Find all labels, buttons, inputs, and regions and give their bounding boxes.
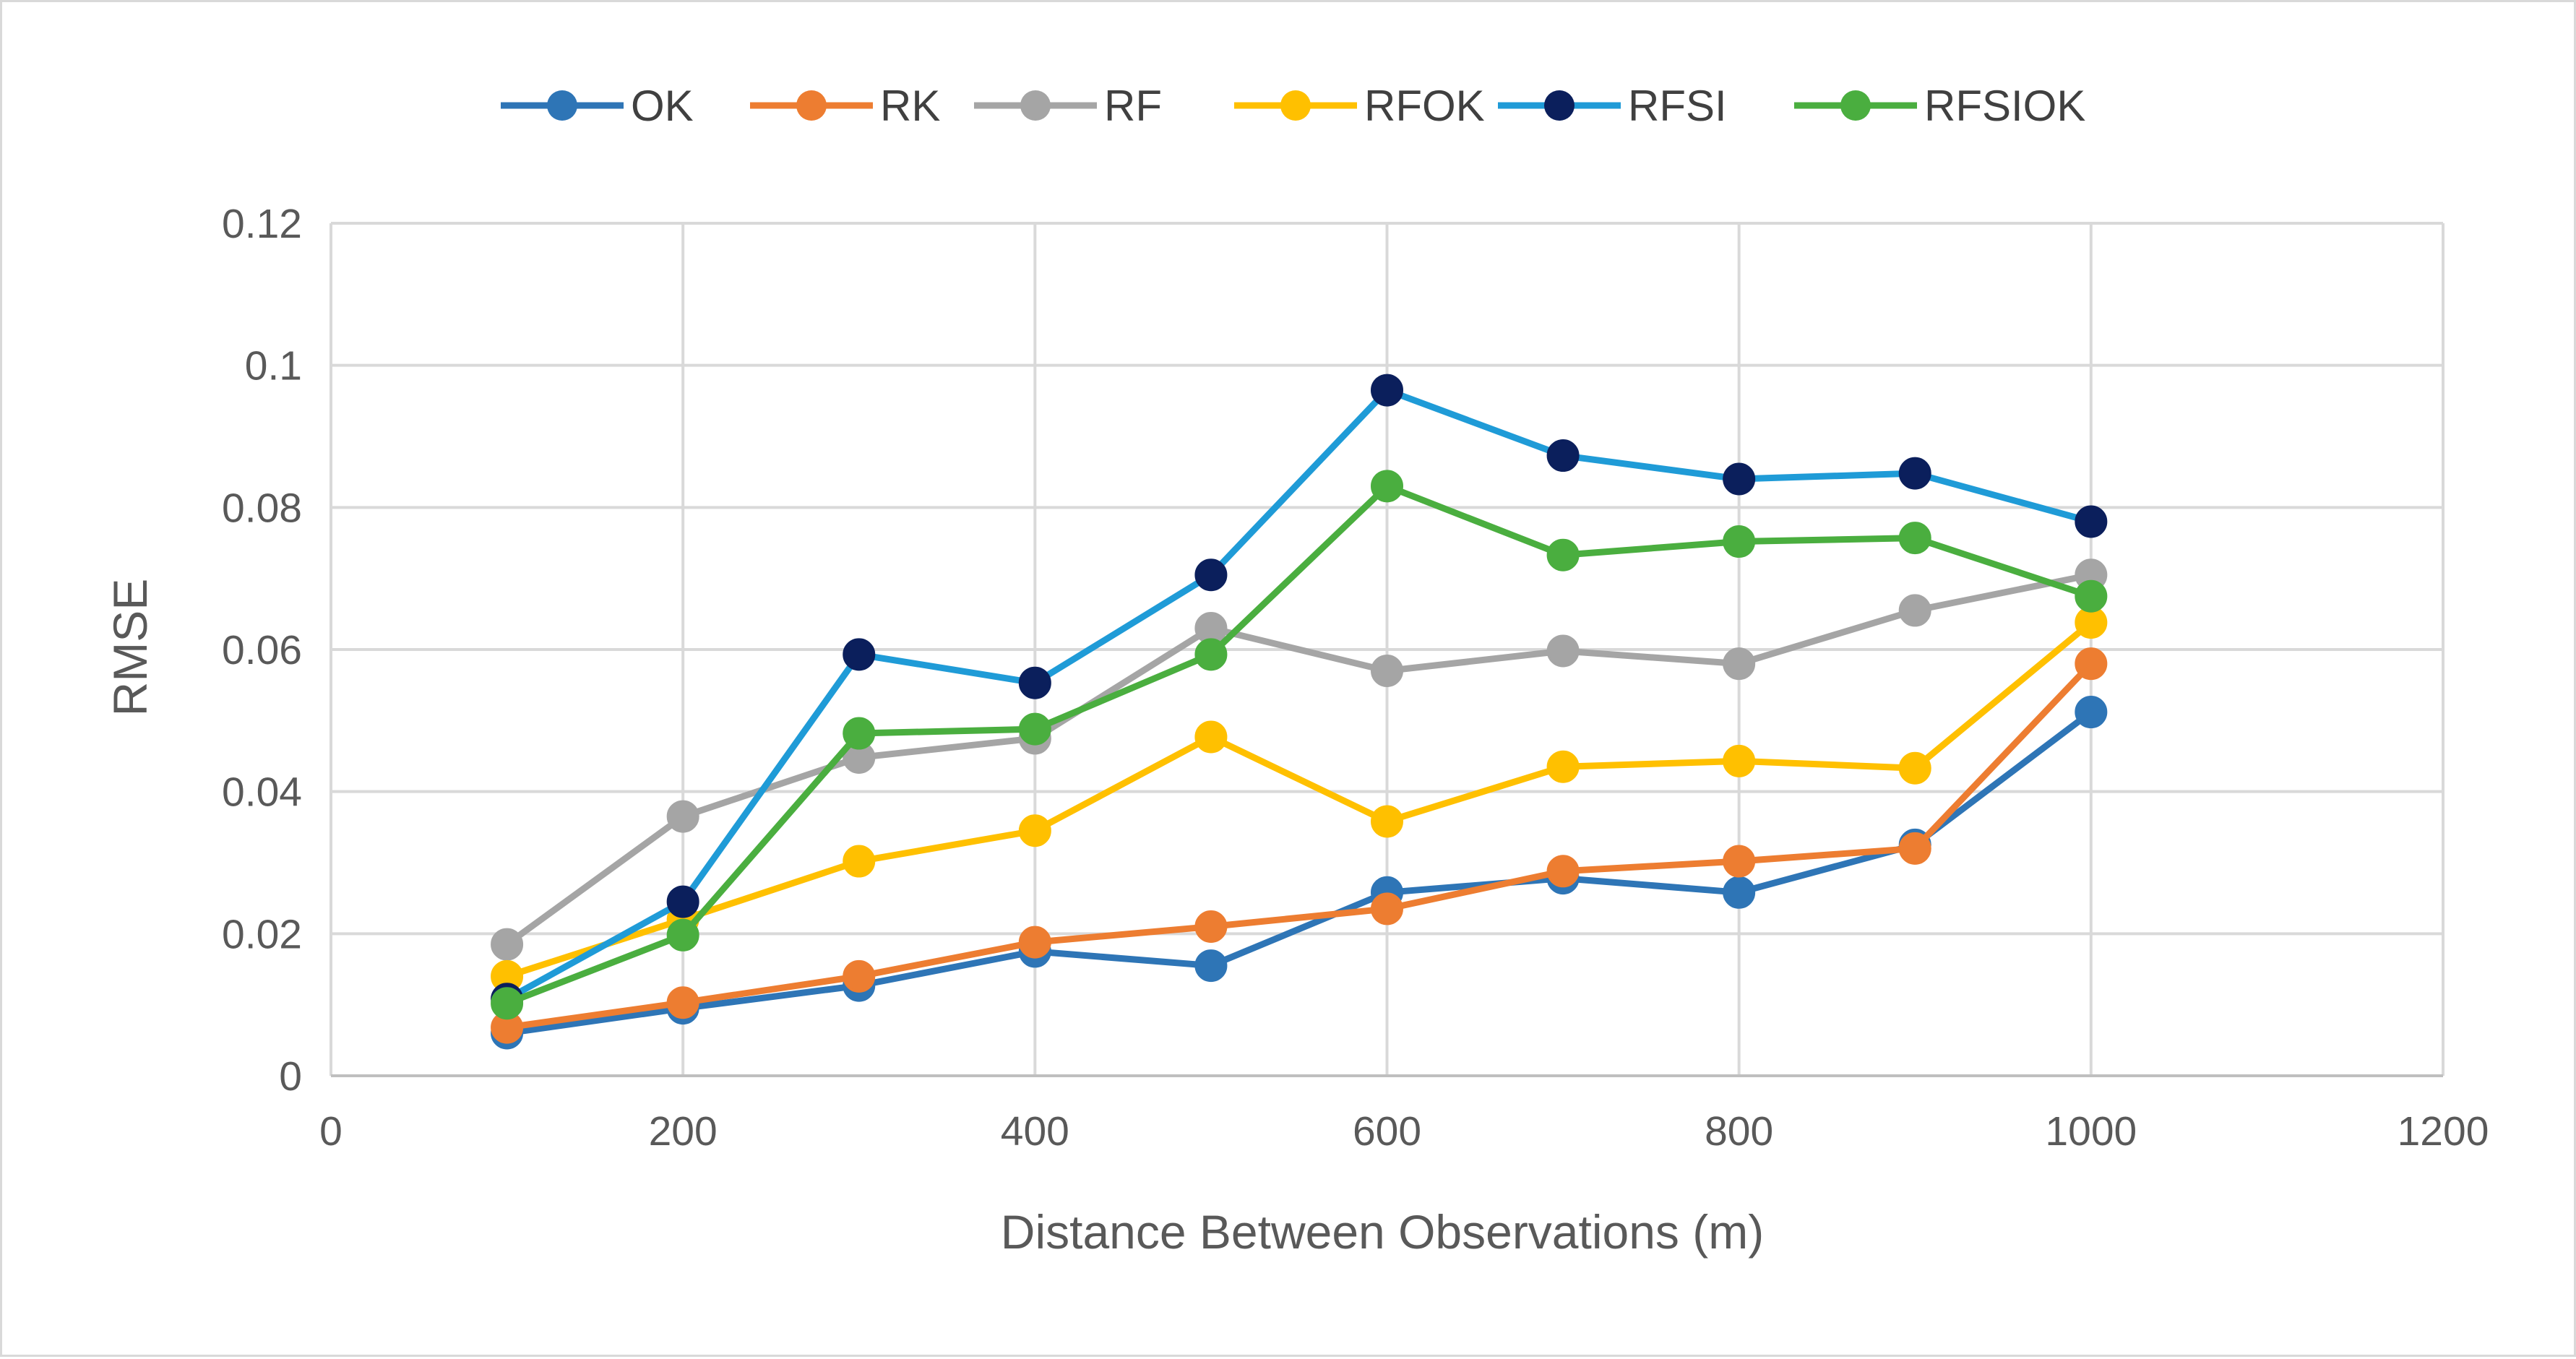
data-point-rfsiok bbox=[666, 918, 699, 952]
y-tick-label: 0 bbox=[279, 1053, 302, 1100]
series-line-rk bbox=[504, 660, 2095, 1031]
data-point-rfsi bbox=[1546, 439, 1580, 473]
data-point-rf bbox=[1723, 647, 1756, 681]
legend-marker bbox=[796, 90, 827, 121]
legend-marker bbox=[1544, 90, 1575, 121]
data-point-rfsi bbox=[2075, 505, 2108, 538]
data-point-rf bbox=[666, 800, 699, 833]
data-point-rfsiok bbox=[1018, 712, 1051, 746]
data-point-rfsiok bbox=[1723, 525, 1756, 558]
series-rfsiok bbox=[491, 470, 2108, 1020]
legend-label: RF bbox=[1104, 82, 1162, 130]
data-point-rfsiok bbox=[1898, 522, 1931, 555]
data-point-rfok bbox=[1194, 720, 1228, 754]
data-point-rf bbox=[1371, 655, 1403, 687]
x-tick-labels: 0 200 400 600 800 1000 1200 bbox=[319, 1108, 2489, 1155]
data-point-rk bbox=[1194, 910, 1228, 943]
legend-label: RFSI bbox=[1628, 82, 1727, 130]
data-point-rk bbox=[2075, 647, 2108, 681]
x-tick-label: 1000 bbox=[2045, 1108, 2137, 1155]
data-point-rfsiok bbox=[1371, 470, 1403, 503]
y-tick-label: 0.12 bbox=[222, 201, 302, 247]
y-tick-label: 0.08 bbox=[222, 485, 302, 531]
y-tick-label: 0.02 bbox=[222, 911, 302, 957]
x-tick-label: 1200 bbox=[2398, 1108, 2489, 1155]
y-tick-labels: 0 0.02 0.04 0.06 0.08 0.1 0.12 bbox=[222, 201, 302, 1100]
legend-label: RFOK bbox=[1364, 82, 1485, 130]
data-point-rfsi bbox=[1018, 666, 1051, 699]
series-lines bbox=[491, 374, 2108, 1050]
x-axis-title: Distance Between Observations (m) bbox=[1001, 1205, 1764, 1259]
y-tick-label: 0.06 bbox=[222, 627, 302, 673]
data-point-rfok bbox=[1723, 744, 1756, 777]
data-point-rk bbox=[1546, 855, 1580, 888]
data-point-rk bbox=[666, 986, 699, 1019]
data-point-rf bbox=[1546, 634, 1580, 668]
data-point-rfok bbox=[1018, 814, 1051, 847]
x-tick-label: 400 bbox=[1001, 1108, 1069, 1155]
series-rk bbox=[491, 647, 2108, 1044]
legend-marker bbox=[547, 90, 577, 121]
data-point-rf bbox=[1898, 594, 1931, 627]
legend-item-rfsi: RFSI bbox=[1498, 82, 1727, 130]
gridlines bbox=[329, 222, 2444, 1076]
data-point-rfsiok bbox=[843, 717, 876, 750]
data-point-rfok bbox=[843, 845, 876, 878]
legend-marker bbox=[1840, 90, 1871, 121]
series-rfsi bbox=[491, 374, 2108, 1016]
data-point-rfsi bbox=[1371, 374, 1403, 407]
data-point-ok bbox=[1194, 949, 1228, 983]
data-point-rk bbox=[1723, 845, 1756, 878]
y-tick-label: 0.1 bbox=[245, 343, 302, 389]
data-point-rfsi bbox=[666, 885, 699, 918]
data-point-rfsiok bbox=[1194, 638, 1228, 671]
series-line-ok bbox=[504, 709, 2095, 1037]
x-tick-label: 0 bbox=[319, 1108, 343, 1155]
legend-item-rk: RK bbox=[750, 82, 940, 130]
data-point-rk bbox=[1371, 892, 1403, 926]
y-tick-label: 0.04 bbox=[222, 769, 302, 816]
legend-item-ok: OK bbox=[501, 82, 694, 130]
data-point-rfok bbox=[1546, 750, 1580, 783]
data-point-rfsi bbox=[1194, 558, 1228, 592]
series-line-rfsiok bbox=[504, 483, 2095, 1007]
data-point-rfok bbox=[1898, 751, 1931, 785]
legend-label: RFSIOK bbox=[1924, 82, 2085, 130]
data-point-rk bbox=[1018, 926, 1051, 959]
data-point-rfsi bbox=[843, 638, 876, 671]
data-point-rfsiok bbox=[2075, 579, 2108, 613]
series-line-rfok bbox=[504, 619, 2095, 980]
x-tick-label: 600 bbox=[1353, 1108, 1421, 1155]
legend-label: OK bbox=[631, 82, 694, 130]
data-point-rfsi bbox=[1723, 462, 1756, 496]
legend-item-rf: RF bbox=[974, 82, 1162, 130]
series-line-rfsi bbox=[504, 387, 2095, 1003]
y-axis-title: RMSE bbox=[103, 579, 157, 717]
data-point-rfsiok bbox=[1546, 538, 1580, 571]
legend-marker bbox=[1020, 90, 1051, 121]
legend: OK RK RF RFOK RFSI RFSIOK bbox=[501, 82, 2085, 130]
legend-marker bbox=[1280, 90, 1311, 121]
x-tick-label: 800 bbox=[1705, 1108, 1773, 1155]
data-point-rf bbox=[491, 928, 524, 961]
legend-label: RK bbox=[880, 82, 940, 130]
data-point-rk bbox=[1898, 832, 1931, 865]
data-point-rfsiok bbox=[491, 987, 524, 1020]
series-rf bbox=[491, 558, 2108, 961]
legend-item-rfsiok: RFSIOK bbox=[1794, 82, 2085, 130]
data-point-ok bbox=[1723, 876, 1756, 909]
series-line-rf bbox=[504, 571, 2095, 948]
legend-item-rfok: RFOK bbox=[1234, 82, 1485, 130]
data-point-rfsi bbox=[1898, 457, 1931, 490]
data-point-rfok bbox=[1371, 805, 1403, 838]
data-point-ok bbox=[2075, 696, 2108, 729]
x-tick-label: 200 bbox=[649, 1108, 718, 1155]
data-point-rk bbox=[843, 959, 876, 993]
